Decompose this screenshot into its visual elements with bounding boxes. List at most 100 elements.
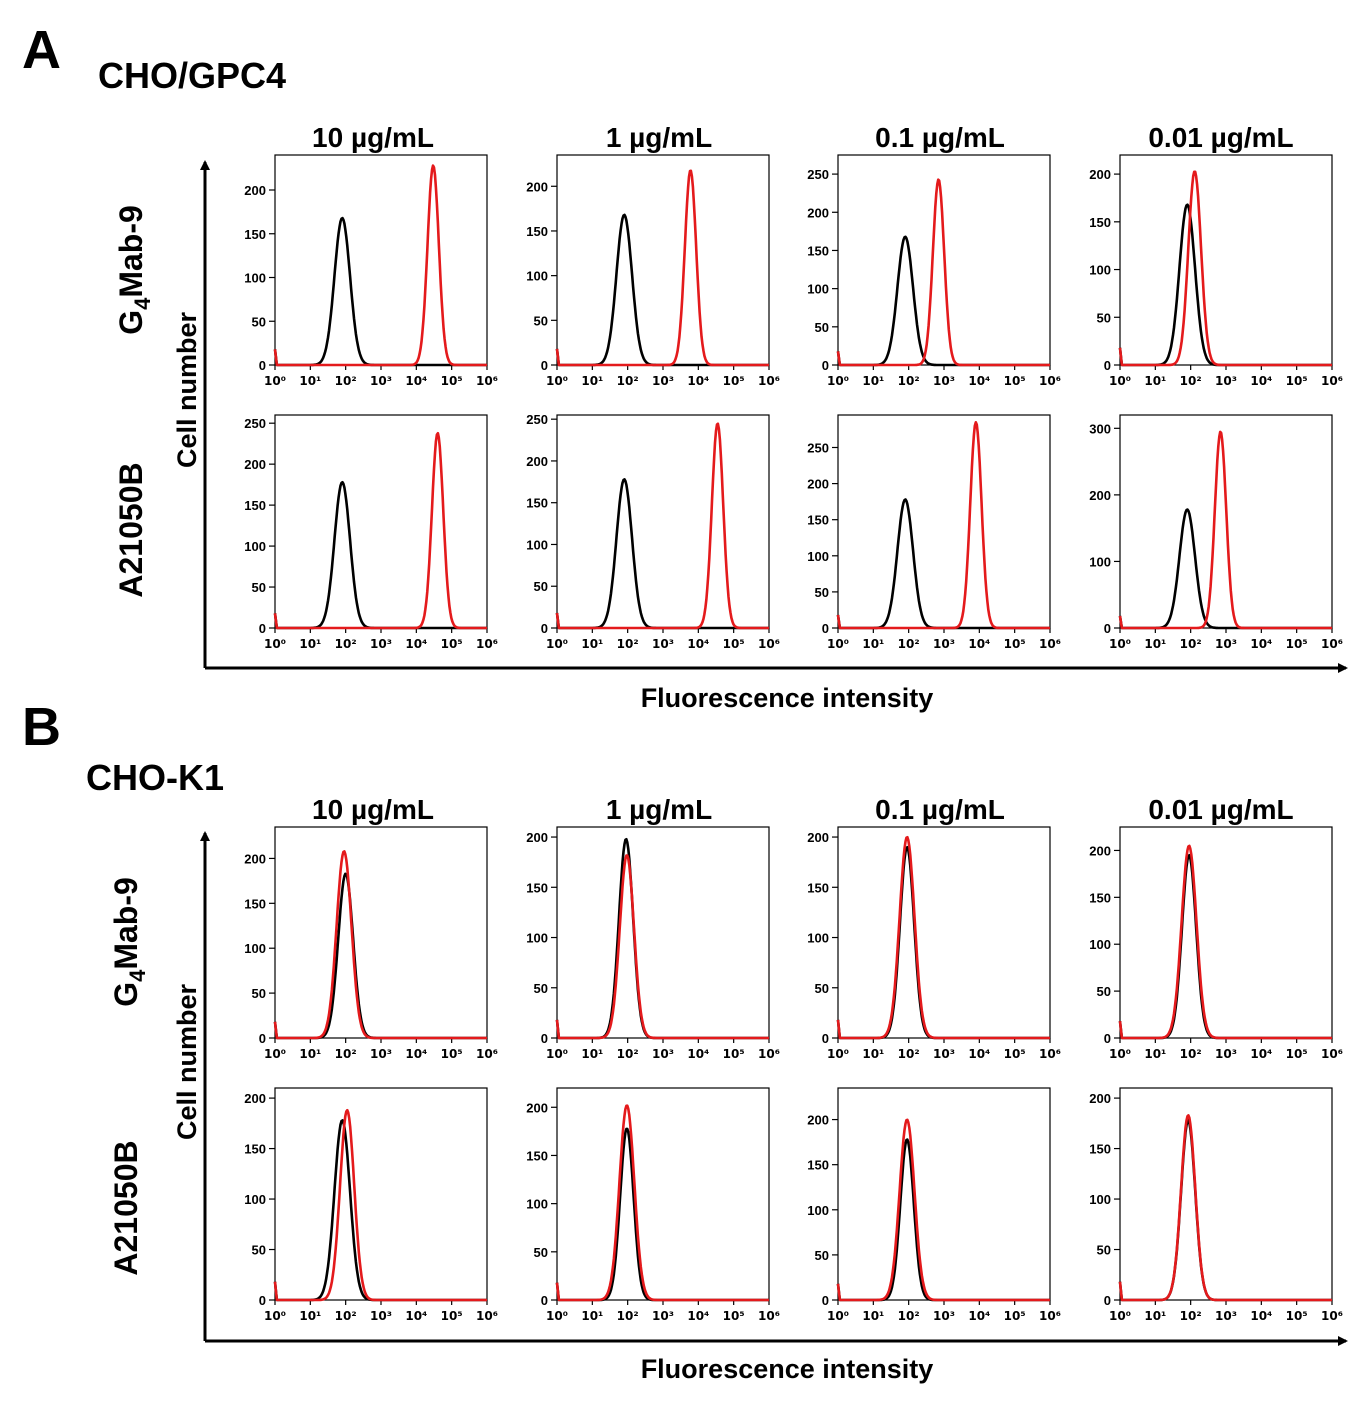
histogram-a-a21050b-3: 0 50 100 150 200 250 10⁰ 10¹ 10² 10³ 10⁴ 10⁵ 10⁶ <box>807 414 1061 651</box>
antibody-histogram-line <box>273 1108 488 1302</box>
x-tick-label: 10⁰ <box>264 637 286 651</box>
x-tick-label: 10⁵ <box>1004 637 1026 651</box>
panel-a-x-axis-label: Fluorescence intensity <box>641 683 934 713</box>
plot-frame <box>556 414 770 629</box>
panel-a-col-title-3: 0.1 µg/mL <box>875 122 1005 153</box>
x-tick-label: 10⁰ <box>546 1309 568 1323</box>
plot-frame <box>1119 1087 1333 1301</box>
y-tick-label: 50 <box>534 313 548 328</box>
plot-frame <box>837 826 1051 1039</box>
y-tick-label: 0 <box>822 1293 829 1308</box>
x-tick-label: 10⁵ <box>1004 374 1026 388</box>
y-tick-label: 150 <box>244 498 266 513</box>
x-tick-label: 10² <box>617 374 639 388</box>
x-tick-label: 10² <box>1180 1309 1202 1323</box>
x-tick-label: 10² <box>898 374 920 388</box>
antibody-histogram-line <box>273 850 488 1040</box>
panel-b-col-title-4: 0.01 µg/mL <box>1148 794 1293 825</box>
y-tick-label: 100 <box>244 271 266 286</box>
antibody-histogram-line <box>1118 430 1333 630</box>
x-tick-label: 10⁶ <box>758 374 780 388</box>
x-tick-label: 10⁶ <box>758 1309 780 1323</box>
x-tick-label: 10⁰ <box>546 637 568 651</box>
x-tick-label: 10¹ <box>581 1309 603 1323</box>
antibody-histogram-line <box>555 1104 770 1302</box>
x-tick-label: 10³ <box>370 1047 392 1061</box>
x-tick-label: 10³ <box>933 1047 955 1061</box>
antibody-histogram-line <box>1118 844 1333 1040</box>
y-tick-label: 200 <box>526 830 548 845</box>
y-tick-label: 150 <box>244 896 266 911</box>
x-tick-label: 10⁴ <box>1250 1047 1272 1061</box>
x-tick-label: 10⁵ <box>441 374 463 388</box>
x-tick-label: 10² <box>335 374 357 388</box>
control-histogram-line <box>555 838 770 1040</box>
y-tick-label: 50 <box>534 1245 548 1260</box>
y-tick-label: 0 <box>822 358 829 373</box>
y-tick-label: 0 <box>822 1031 829 1046</box>
y-tick-label: 50 <box>815 585 829 600</box>
control-histogram-line <box>273 480 488 630</box>
y-tick-label: 0 <box>541 358 548 373</box>
row-label-subscript: 4 <box>130 297 155 310</box>
y-tick-label: 50 <box>252 314 266 329</box>
x-tick-label: 10³ <box>370 374 392 388</box>
x-tick-label: 10³ <box>1215 1047 1237 1061</box>
plot-frame <box>556 1087 770 1301</box>
x-tick-label: 10³ <box>652 1309 674 1323</box>
antibody-histogram-line <box>1118 1114 1333 1302</box>
y-tick-label: 50 <box>1097 310 1111 325</box>
histogram-a-a21050b-4: 0 100 200 300 10⁰ 10¹ 10² 10³ 10⁴ 10⁵ 10⁶ <box>1089 414 1343 651</box>
control-histogram-line <box>1118 203 1333 367</box>
y-tick-label: 150 <box>526 880 548 895</box>
y-tick-label: 200 <box>244 1091 266 1106</box>
y-tick-label: 150 <box>807 880 829 895</box>
y-tick-label: 200 <box>1089 843 1111 858</box>
x-tick-label: 10⁰ <box>546 374 568 388</box>
x-tick-label: 10⁴ <box>405 1309 427 1323</box>
x-tick-label: 10¹ <box>299 637 321 651</box>
y-tick-label: 100 <box>807 1203 829 1218</box>
x-tick-label: 10¹ <box>862 637 884 651</box>
x-tick-label: 10⁶ <box>1321 1047 1343 1061</box>
panel-b-col-title-2: 1 µg/mL <box>606 794 712 825</box>
y-tick-label: 50 <box>252 1243 266 1258</box>
y-tick-label: 200 <box>526 454 548 469</box>
panel-a-cell-line: CHO/GPC4 <box>98 55 286 96</box>
antibody-histogram-line <box>836 835 1051 1040</box>
y-tick-label: 200 <box>244 457 266 472</box>
x-tick-label: 10⁵ <box>441 637 463 651</box>
x-tick-label: 10⁰ <box>827 1047 849 1061</box>
x-tick-label: 10⁰ <box>1109 1047 1131 1061</box>
histogram-a-g4mab-9-2: 0 50 100 150 200 10⁰ 10¹ 10² 10³ 10⁴ 10⁵ 10⁶ <box>526 154 780 388</box>
x-tick-label: 10⁴ <box>1250 374 1272 388</box>
y-tick-label: 0 <box>541 1031 548 1046</box>
x-tick-label: 10² <box>617 637 639 651</box>
x-tick-label: 10⁰ <box>264 1047 286 1061</box>
control-histogram-line <box>555 478 770 630</box>
x-tick-label: 10⁶ <box>476 1047 498 1061</box>
x-tick-label: 10³ <box>652 374 674 388</box>
panel-a-col-title-2: 1 µg/mL <box>606 122 712 153</box>
plot-frame <box>274 826 488 1039</box>
plot-frame <box>274 414 488 629</box>
histogram-b-g4mab-9-3: 0 50 100 150 200 10⁰ 10¹ 10² 10³ 10⁴ 10⁵ 10⁶ <box>807 826 1061 1061</box>
y-tick-label: 100 <box>244 539 266 554</box>
y-tick-label: 200 <box>807 1113 829 1128</box>
y-tick-label: 250 <box>526 412 548 427</box>
x-tick-label: 10⁴ <box>687 637 709 651</box>
plot-frame <box>837 414 1051 629</box>
x-tick-label: 10⁰ <box>1109 637 1131 651</box>
x-tick-label: 10⁴ <box>405 1047 427 1061</box>
x-tick-label: 10³ <box>1215 374 1237 388</box>
y-tick-label: 100 <box>1089 554 1111 569</box>
y-tick-label: 100 <box>244 1192 266 1207</box>
x-tick-label: 10⁰ <box>827 374 849 388</box>
x-tick-label: 10¹ <box>299 1309 321 1323</box>
y-tick-label: 50 <box>252 986 266 1001</box>
x-tick-label: 10⁵ <box>1286 637 1308 651</box>
antibody-histogram-line <box>273 164 488 367</box>
row-label-rest: Mab-9 <box>113 205 149 297</box>
x-tick-label: 10³ <box>1215 1309 1237 1323</box>
x-tick-label: 10³ <box>652 637 674 651</box>
